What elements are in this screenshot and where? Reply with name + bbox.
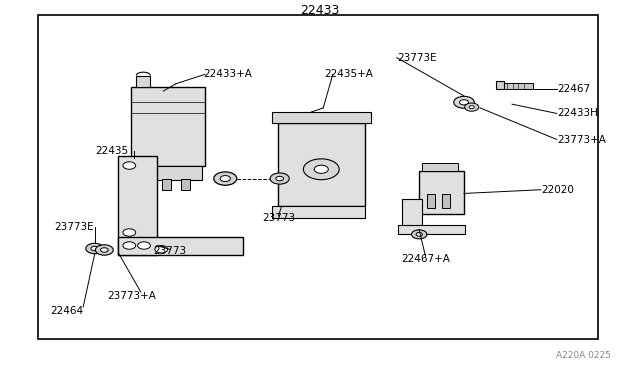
Text: 23773: 23773 [153, 246, 186, 256]
Circle shape [123, 242, 136, 249]
Text: 22464: 22464 [51, 306, 84, 315]
Circle shape [86, 243, 104, 254]
Bar [427, 194, 435, 208]
Bar [131, 87, 205, 166]
Bar [136, 76, 150, 87]
Bar [419, 171, 464, 214]
Bar [422, 163, 458, 171]
Bar [402, 199, 422, 227]
Bar [118, 156, 157, 255]
Text: 23773: 23773 [262, 213, 295, 222]
Bar [38, 15, 598, 339]
Circle shape [220, 176, 230, 182]
Circle shape [270, 173, 289, 184]
Circle shape [276, 176, 284, 181]
Circle shape [412, 230, 427, 239]
Bar [162, 179, 171, 190]
Circle shape [465, 103, 479, 111]
Text: 23773E: 23773E [397, 53, 436, 62]
Text: A220A 0225: A220A 0225 [556, 351, 611, 360]
Text: 22467: 22467 [557, 84, 590, 94]
Bar [504, 83, 533, 89]
Circle shape [123, 162, 136, 169]
Circle shape [123, 229, 136, 236]
Bar [143, 179, 152, 190]
Bar [272, 206, 365, 218]
Circle shape [460, 100, 468, 105]
Bar [181, 179, 190, 190]
Text: 23773+A: 23773+A [107, 291, 156, 301]
Circle shape [138, 242, 150, 249]
Circle shape [469, 106, 474, 109]
Text: 22433: 22433 [300, 4, 340, 17]
Text: 22467+A: 22467+A [401, 254, 450, 263]
Circle shape [214, 172, 237, 185]
Text: 22435: 22435 [95, 146, 129, 155]
Circle shape [95, 245, 113, 255]
Bar [272, 112, 371, 123]
Bar [398, 225, 465, 234]
Text: 22020: 22020 [541, 185, 573, 195]
Circle shape [91, 246, 99, 251]
Circle shape [303, 159, 339, 180]
Text: 22433H: 22433H [557, 109, 598, 118]
Text: 23773E: 23773E [54, 222, 93, 232]
Circle shape [416, 232, 422, 236]
Text: 23773+A: 23773+A [557, 135, 605, 144]
Text: 22433+A: 22433+A [203, 70, 252, 79]
Bar [134, 166, 202, 180]
Bar [278, 123, 365, 206]
Bar [442, 194, 450, 208]
Text: 22435+A: 22435+A [324, 70, 373, 79]
Circle shape [454, 96, 474, 108]
Circle shape [314, 165, 328, 173]
Bar [496, 81, 504, 89]
Circle shape [155, 246, 168, 253]
Bar [118, 237, 243, 255]
Circle shape [100, 248, 108, 252]
